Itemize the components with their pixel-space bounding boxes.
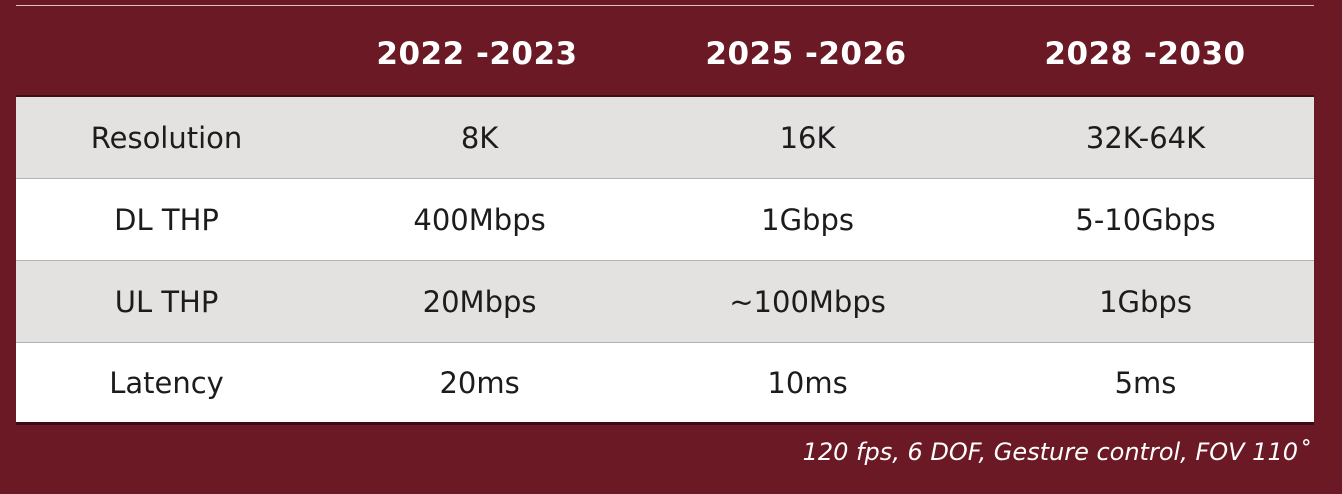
row-label-ul-thp: UL THP <box>114 284 219 319</box>
table-cell: 5-10Gbps <box>1075 202 1216 237</box>
table-cell: 20Mbps <box>422 284 537 319</box>
table-row-dl-thp: DL THP 400Mbps 1Gbps 5-10Gbps <box>16 179 1314 261</box>
table-row-ul-thp: UL THP 20Mbps ~100Mbps 1Gbps <box>16 261 1314 343</box>
table-cell: 10ms <box>767 365 848 400</box>
table-cell: 32K-64K <box>1085 120 1206 155</box>
table-header-row: 2022 -2023 2025 -2026 2028 -2030 <box>16 6 1314 97</box>
row-label-dl-thp: DL THP <box>114 202 219 237</box>
table-cell: 20ms <box>439 365 520 400</box>
table-row-latency: Latency 20ms 10ms 5ms <box>16 343 1314 425</box>
table-cell: 16K <box>779 120 836 155</box>
requirements-table: 2022 -2023 2025 -2026 2028 -2030 Resolut… <box>16 6 1314 425</box>
row-label-resolution: Resolution <box>90 120 243 155</box>
table-cell: 400Mbps <box>413 202 546 237</box>
table-cell: 8K <box>460 120 499 155</box>
header-corner-cell <box>16 6 318 95</box>
header-period-2022-2023: 2022 -2023 <box>376 35 578 72</box>
header-period-2025-2026: 2025 -2026 <box>705 35 907 72</box>
table-row-resolution: Resolution 8K 16K 32K-64K <box>16 97 1314 179</box>
top-divider <box>16 5 1314 6</box>
table-cell: 5ms <box>1114 365 1177 400</box>
table-cell: 1Gbps <box>1099 284 1192 319</box>
row-label-latency: Latency <box>109 365 224 400</box>
table-cell: 1Gbps <box>761 202 854 237</box>
table-cell: ~100Mbps <box>729 284 886 319</box>
header-period-2028-2030: 2028 -2030 <box>1044 35 1246 72</box>
footnote: 120 fps, 6 DOF, Gesture control, FOV 110… <box>802 438 1310 466</box>
